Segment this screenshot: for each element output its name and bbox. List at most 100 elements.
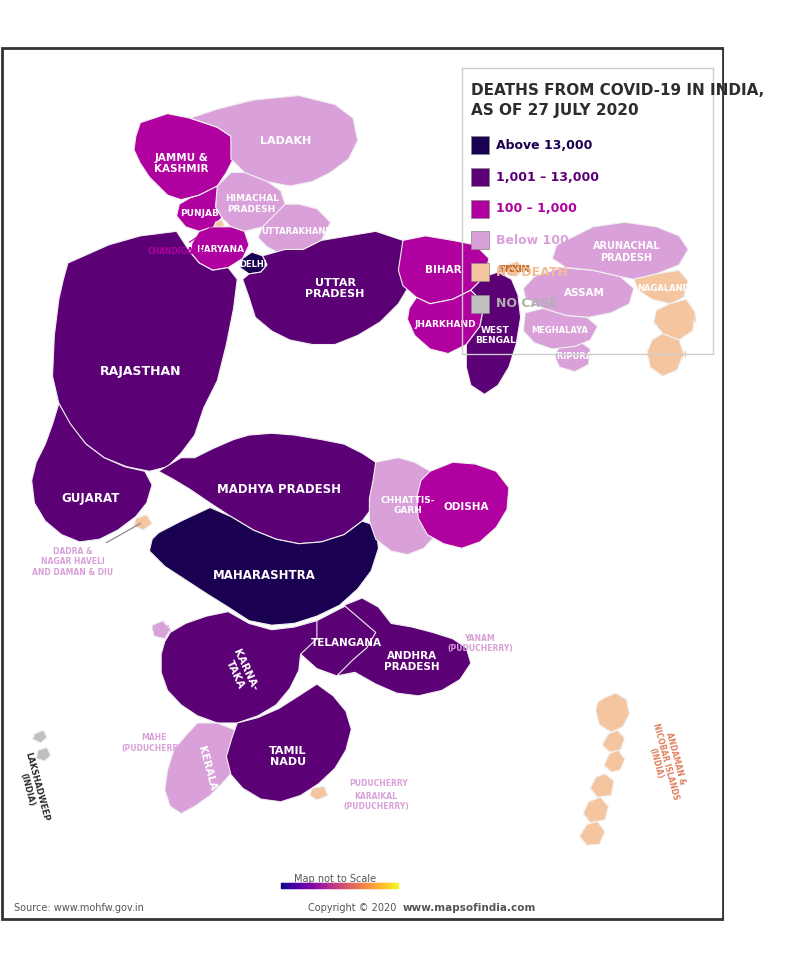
- Polygon shape: [226, 684, 351, 802]
- Polygon shape: [604, 750, 625, 772]
- Bar: [471, 168, 489, 186]
- Text: TRIPURA: TRIPURA: [552, 352, 593, 361]
- Text: AS OF 27 JULY 2020: AS OF 27 JULY 2020: [471, 103, 638, 118]
- Text: TELANGANA: TELANGANA: [310, 638, 382, 648]
- Polygon shape: [214, 220, 225, 228]
- Text: MAHE
(PUDUCHERRY): MAHE (PUDUCHERRY): [121, 733, 186, 752]
- Polygon shape: [407, 290, 485, 354]
- Polygon shape: [654, 299, 695, 340]
- Text: MEGHALAYA: MEGHALAYA: [531, 327, 588, 336]
- Polygon shape: [242, 231, 417, 344]
- Text: HIMACHAL
PRADESH: HIMACHAL PRADESH: [225, 194, 278, 214]
- Text: NAGALAND: NAGALAND: [638, 284, 690, 293]
- Polygon shape: [579, 822, 605, 845]
- Text: Source: www.mohfw.gov.in: Source: www.mohfw.gov.in: [14, 903, 143, 913]
- Text: GUJARAT: GUJARAT: [62, 492, 120, 505]
- Text: MANIPUR: MANIPUR: [658, 315, 697, 325]
- Bar: [471, 231, 489, 249]
- Bar: [471, 263, 489, 281]
- Polygon shape: [36, 747, 50, 761]
- Text: DELHI: DELHI: [240, 260, 267, 270]
- Polygon shape: [370, 457, 444, 555]
- Polygon shape: [523, 268, 634, 317]
- Text: RAJASTHAN: RAJASTHAN: [99, 366, 181, 378]
- Polygon shape: [240, 252, 267, 274]
- Polygon shape: [552, 222, 688, 279]
- Text: MADHYA PRADESH: MADHYA PRADESH: [217, 483, 341, 496]
- Bar: [471, 199, 489, 218]
- Text: GOA: GOA: [151, 626, 171, 634]
- Bar: [471, 295, 489, 313]
- Text: ANDHRA
PRADESH: ANDHRA PRADESH: [384, 651, 440, 672]
- Text: KERALA: KERALA: [196, 745, 217, 792]
- Polygon shape: [190, 227, 249, 270]
- Text: Copyright © 2020: Copyright © 2020: [308, 903, 399, 913]
- Text: WEST
BENGAL: WEST BENGAL: [475, 326, 516, 345]
- Text: UTTAR
PRADESH: UTTAR PRADESH: [306, 278, 365, 299]
- Polygon shape: [596, 693, 630, 732]
- Polygon shape: [53, 231, 238, 471]
- Polygon shape: [165, 723, 242, 813]
- Polygon shape: [523, 308, 598, 349]
- Polygon shape: [583, 797, 609, 823]
- Text: CHANDIGARH: CHANDIGARH: [147, 225, 214, 255]
- Polygon shape: [398, 236, 489, 304]
- Polygon shape: [602, 730, 625, 752]
- Text: CHHATTIS-
GARH: CHHATTIS- GARH: [380, 496, 434, 515]
- Polygon shape: [466, 272, 521, 395]
- Text: NO DEATH: NO DEATH: [496, 266, 568, 278]
- Text: KARAIKAL
(PUDUCHERRY): KARAIKAL (PUDUCHERRY): [343, 792, 409, 811]
- Polygon shape: [134, 114, 235, 199]
- Text: LADAKH: LADAKH: [259, 135, 311, 146]
- Text: Below 100: Below 100: [496, 234, 569, 247]
- Bar: [471, 136, 489, 155]
- Polygon shape: [177, 186, 222, 231]
- Text: SIKKIM: SIKKIM: [500, 265, 529, 274]
- Polygon shape: [634, 270, 688, 304]
- Polygon shape: [150, 508, 378, 626]
- Polygon shape: [298, 598, 391, 676]
- Polygon shape: [158, 433, 380, 543]
- Polygon shape: [33, 730, 47, 743]
- Text: LAKSHADWEEP
(INDIA): LAKSHADWEEP (INDIA): [13, 751, 50, 825]
- Text: Map not to Scale: Map not to Scale: [294, 874, 376, 884]
- Text: ASSAM: ASSAM: [563, 288, 605, 298]
- Polygon shape: [258, 204, 330, 254]
- Text: ODISHA: ODISHA: [443, 503, 489, 513]
- Text: TAMIL
NADU: TAMIL NADU: [269, 746, 306, 767]
- Text: ANDAMAN &
NICOBAR ISLANDS
(INDIA): ANDAMAN & NICOBAR ISLANDS (INDIA): [641, 719, 690, 803]
- Polygon shape: [417, 462, 509, 548]
- Text: Above 13,000: Above 13,000: [496, 139, 593, 152]
- Text: BIHAR: BIHAR: [426, 265, 462, 276]
- Text: PUNJAB: PUNJAB: [180, 209, 218, 218]
- Text: 100 – 1,000: 100 – 1,000: [496, 202, 577, 216]
- Polygon shape: [590, 774, 614, 797]
- Polygon shape: [161, 611, 317, 723]
- Text: JHARKHAND: JHARKHAND: [414, 320, 476, 329]
- Text: HARYANA: HARYANA: [196, 245, 244, 254]
- Polygon shape: [190, 96, 358, 186]
- Text: 1,001 – 13,000: 1,001 – 13,000: [496, 170, 599, 184]
- Polygon shape: [32, 403, 152, 542]
- Text: MAHARASHTRA: MAHARASHTRA: [213, 569, 316, 582]
- Text: YANAM
(PUDUCHERRY): YANAM (PUDUCHERRY): [447, 633, 513, 653]
- Text: UTTARAKHAND: UTTARAKHAND: [262, 227, 333, 236]
- Polygon shape: [152, 621, 170, 639]
- Polygon shape: [215, 172, 286, 231]
- Polygon shape: [647, 334, 684, 376]
- Text: NO CASE: NO CASE: [496, 297, 558, 310]
- Polygon shape: [337, 598, 471, 696]
- Text: SIKKIM: SIKKIM: [498, 265, 530, 274]
- Text: ARUNACHAL
PRADESH: ARUNACHAL PRADESH: [593, 242, 660, 263]
- Polygon shape: [554, 340, 590, 371]
- Text: KARNA-
TAKA: KARNA- TAKA: [221, 647, 259, 697]
- Text: JAMMU &
KASHMIR: JAMMU & KASHMIR: [154, 153, 208, 174]
- Text: DADRA &
NAGAR HAVELI
AND DAMAN & DIU: DADRA & NAGAR HAVELI AND DAMAN & DIU: [32, 523, 141, 576]
- Text: MIZORAM: MIZORAM: [646, 351, 686, 360]
- Text: www.mapsofindia.com: www.mapsofindia.com: [403, 903, 536, 913]
- Text: DEATHS FROM COVID-19 IN INDIA,: DEATHS FROM COVID-19 IN INDIA,: [471, 83, 764, 99]
- Polygon shape: [134, 514, 152, 530]
- Polygon shape: [507, 261, 523, 277]
- Polygon shape: [310, 786, 328, 800]
- Text: PUDUCHERRY: PUDUCHERRY: [349, 779, 408, 788]
